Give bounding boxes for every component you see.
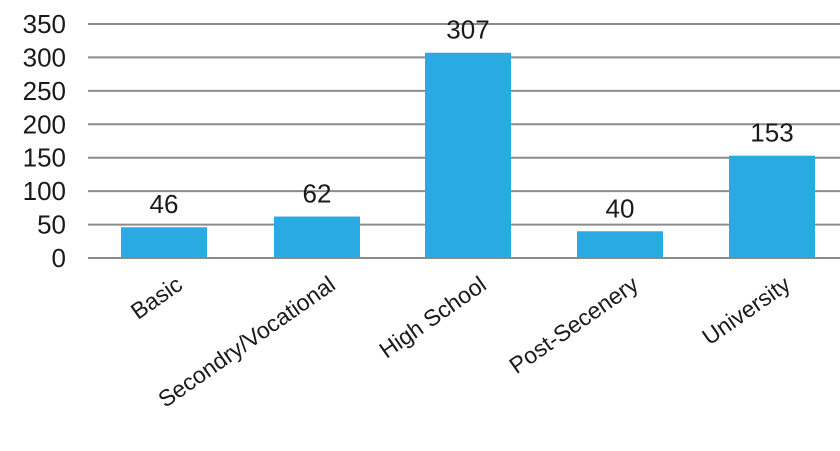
y-tick-label: 250 (23, 76, 66, 106)
bar (729, 155, 815, 258)
category-label: Basic (126, 271, 187, 325)
y-tick-label: 200 (23, 109, 66, 139)
y-tick-label: 300 (23, 42, 66, 72)
y-tick-label: 0 (52, 243, 66, 273)
data-label: 46 (150, 189, 179, 219)
y-tick-label: 150 (23, 143, 66, 173)
bar (274, 216, 360, 258)
data-labels: 46 62 307 40 153 (150, 15, 794, 224)
category-label: High School (374, 271, 491, 363)
bar (121, 227, 207, 258)
y-tick-label: 50 (37, 210, 66, 240)
data-label: 40 (606, 193, 635, 223)
bar (425, 52, 511, 259)
category-label: Post-Secenery (504, 271, 643, 379)
data-label: 62 (303, 179, 332, 209)
y-tick-label: 100 (23, 176, 66, 206)
category-label: University (697, 271, 795, 350)
bar (577, 231, 663, 258)
bars (121, 52, 815, 259)
data-label: 153 (750, 118, 793, 148)
data-label: 307 (446, 15, 489, 45)
y-tick-label: 350 (23, 9, 66, 39)
